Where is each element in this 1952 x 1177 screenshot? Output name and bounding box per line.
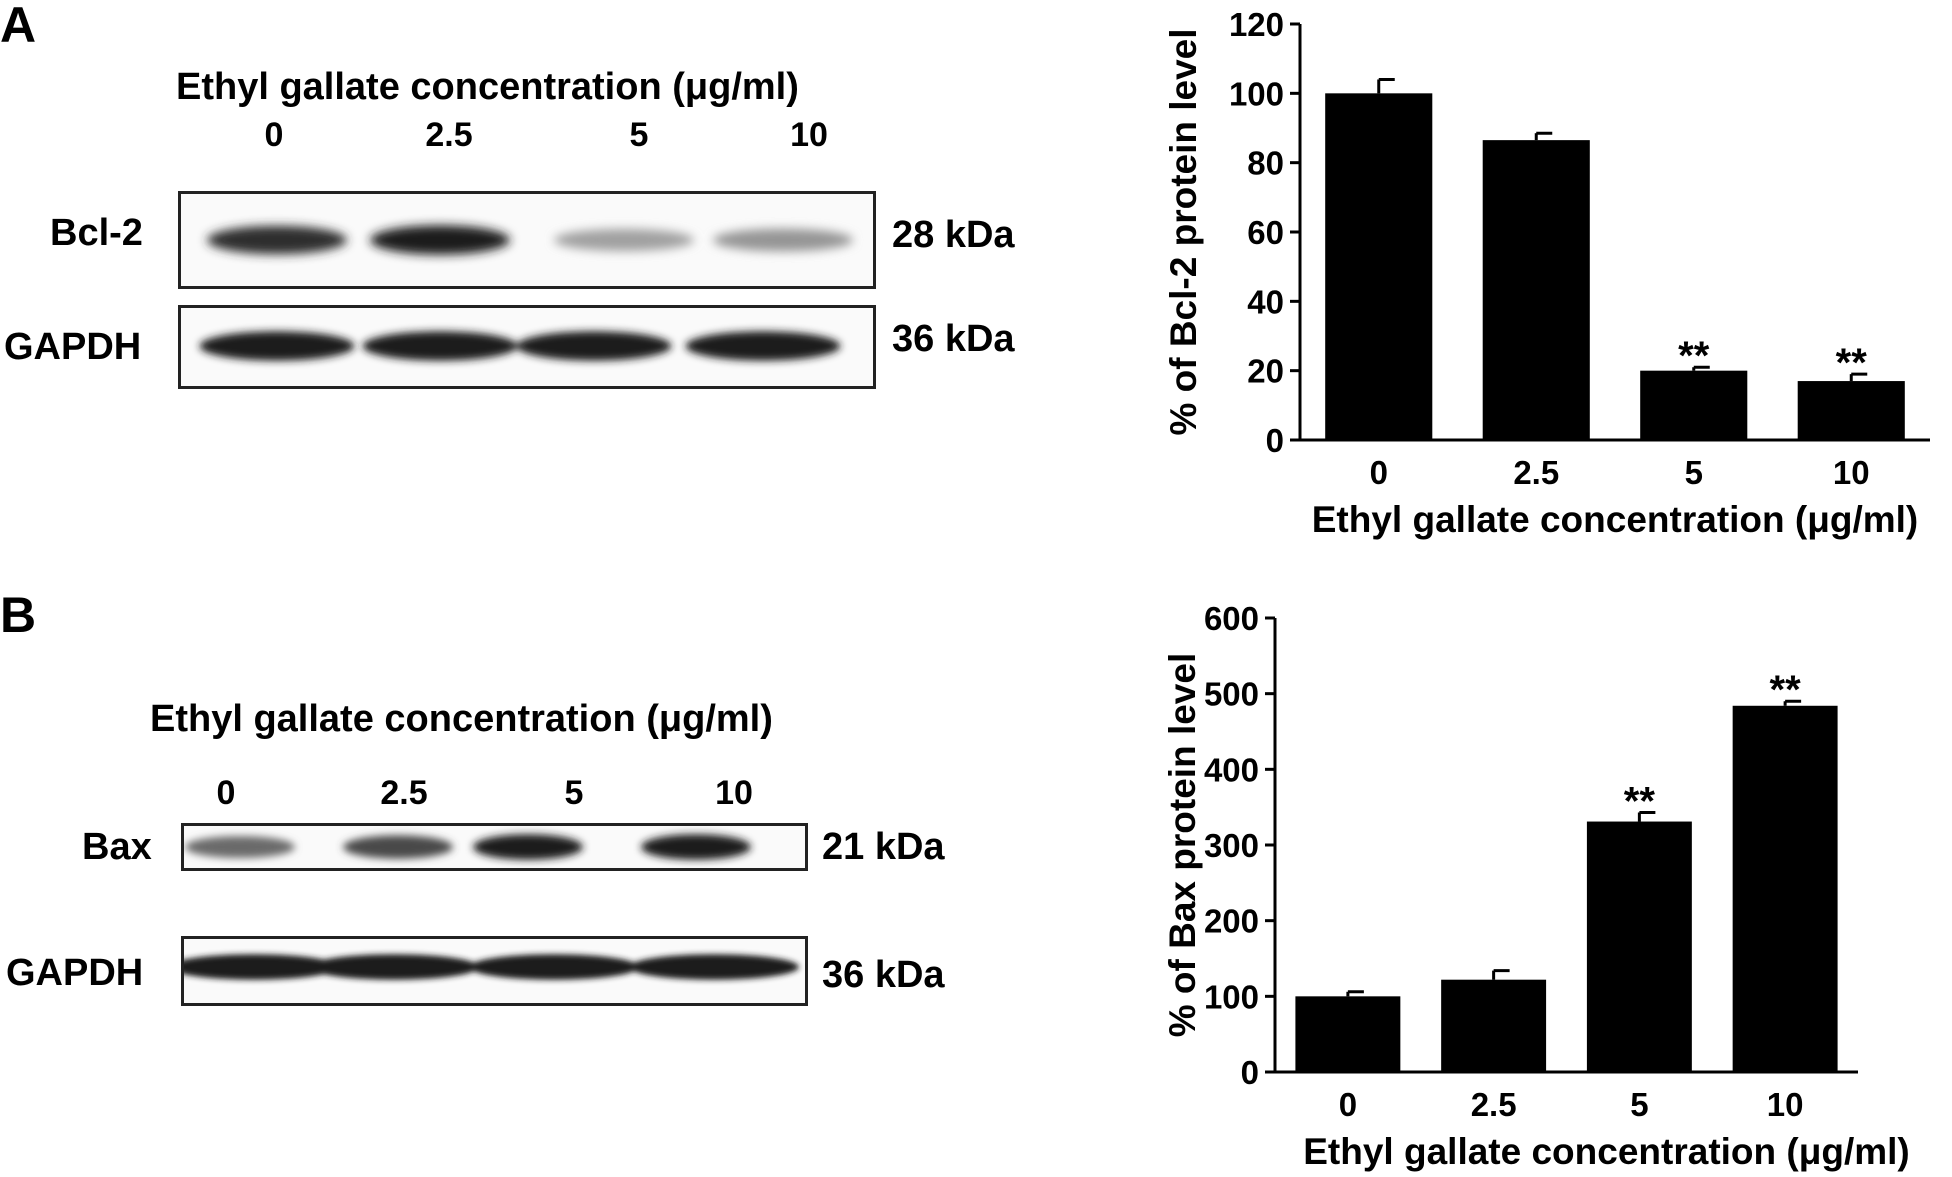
panel-b-blot-bax-bands (185, 834, 751, 860)
panel-b-chart-xtick-label-0: 0 (1339, 1086, 1357, 1123)
panel-b-chart-y-axis-label: % of Bax protein level (1162, 653, 1203, 1038)
panel-b-chart-bar-2 (1586, 821, 1692, 1072)
panel-a-chart-xtick-label-1: 2.5 (1513, 454, 1559, 491)
panel-b-kda-gapdh: 36 kDa (822, 954, 945, 996)
panel-b-blot-gapdh (181, 936, 808, 1006)
bandsA1-band-1 (370, 225, 510, 255)
panel-b-blot-title: Ethyl gallate concentration (μg/ml) (150, 698, 773, 740)
panel-b-letter: B (0, 587, 37, 643)
bandsA1-band-2 (554, 228, 694, 252)
bandsA2-band-1 (362, 331, 518, 361)
bandsB2-band-0 (184, 954, 339, 980)
panel-b-lane-1: 2.5 (380, 774, 428, 812)
panel-a-blot-title: Ethyl gallate concentration (μg/ml) (176, 66, 799, 108)
panel-a-bar-chart: 0 20 40 60 80 100 120 0 2.5 ** 5 ** 10 Ethyl gallate … (1163, 6, 1930, 540)
bandsB1-band-2 (473, 834, 583, 860)
panel-b-chart-bar-3 (1732, 705, 1838, 1072)
panel-b-chart-significance-2: ** (1624, 779, 1656, 823)
panel-b-chart-xtick-label-1: 2.5 (1471, 1086, 1517, 1123)
panel-b-chart-ytick-label-4: 400 (1204, 751, 1259, 788)
panel-a-chart-xtick-label-2: 5 (1685, 454, 1703, 491)
panel-a-chart-x-axis-label: Ethyl gallate concentration (μg/ml) (1312, 499, 1919, 540)
panel-a-lane-1: 2.5 (425, 116, 473, 154)
bandsB1-band-3 (641, 834, 751, 860)
panel-a-chart-ytick-label-1: 20 (1247, 353, 1284, 390)
panel-a-lane-3: 10 (790, 116, 828, 154)
panel-b-chart-x-axis-label: Ethyl gallate concentration (μg/ml) (1303, 1131, 1910, 1172)
panel-b-chart-bar-1 (1441, 979, 1547, 1072)
bandsB2-band-3 (629, 954, 799, 980)
panel-a-chart-ytick-label-5: 100 (1229, 75, 1284, 112)
panel-a-chart-bar-1 (1482, 140, 1590, 440)
panel-a-lane-2: 5 (629, 116, 649, 154)
panel-b-lane-0: 0 (216, 774, 236, 812)
panel-b-blot-bax (181, 823, 808, 871)
panel-a-chart-bar-0 (1325, 93, 1433, 440)
panel-b-lane-2: 5 (564, 774, 584, 812)
bandsB1-band-1 (343, 835, 453, 859)
bandsA1-band-3 (713, 228, 853, 252)
panel-a-chart-significance-3: ** (1836, 341, 1868, 385)
panel-b-lane-3: 10 (715, 774, 753, 812)
panel-b-chart-ytick-label-6: 600 (1204, 600, 1259, 637)
panel-b-chart-ytick-label-2: 200 (1204, 903, 1259, 940)
panel-b-chart-ytick-label-1: 100 (1204, 978, 1259, 1015)
panel-b-chart-bar-0 (1295, 996, 1401, 1072)
panel-a-chart-ytick-label-3: 60 (1247, 214, 1284, 251)
panel-a-kda-bcl2: 28 kDa (892, 214, 1015, 256)
panel-a-chart-y-axis-label: % of Bcl-2 protein level (1163, 28, 1204, 435)
panel-b-kda-bax: 21 kDa (822, 826, 945, 868)
bandsA1-band-0 (207, 225, 347, 255)
panel-a-chart-xtick-label-0: 0 (1370, 454, 1388, 491)
bandsA2-band-0 (199, 331, 355, 361)
bandsA2-band-2 (516, 331, 672, 361)
panel-a-chart-xtick-label-3: 10 (1833, 454, 1870, 491)
bandsB2-band-2 (469, 954, 639, 980)
panel-b-chart-ytick-label-0: 0 (1241, 1054, 1259, 1091)
panel-b-chart-ytick-label-3: 300 (1204, 827, 1259, 864)
panel-b-chart-ytick-label-5: 500 (1204, 676, 1259, 713)
panel-b-row-label-bax: Bax (82, 826, 152, 868)
panel-a-kda-gapdh: 36 kDa (892, 318, 1015, 360)
panel-b-row-label-gapdh: GAPDH (6, 952, 144, 994)
bandsA2-band-3 (685, 331, 841, 361)
panel-a-blot-bcl2 (178, 191, 876, 289)
panel-b-chart-xtick-label-2: 5 (1630, 1086, 1648, 1123)
panel-a-blot-gapdh-bands (199, 331, 841, 361)
panel-a-blot-bcl2-bands (207, 225, 853, 255)
panel-a-chart-ytick-label-6: 120 (1229, 6, 1284, 43)
panel-b-chart-significance-3: ** (1770, 668, 1802, 712)
panel-b-chart-xtick-label-3: 10 (1767, 1086, 1804, 1123)
panel-a-blot-gapdh (178, 305, 876, 389)
panel-a-chart-bar-3 (1797, 381, 1905, 440)
panel-a-chart-ytick-label-0: 0 (1266, 422, 1284, 459)
panel-b-bar-chart: 0 100 200 300 400 500 600 0 2.5 ** 5 ** 10 Ethyl gall… (1162, 600, 1910, 1172)
panel-a-chart-bar-2 (1640, 370, 1748, 440)
panel-a-lane-0: 0 (264, 116, 284, 154)
panel-a-chart-significance-2: ** (1678, 334, 1710, 378)
panel-a-chart-ytick-label-4: 80 (1247, 145, 1284, 182)
panel-a-chart-ytick-label-2: 40 (1247, 283, 1284, 320)
panel-a-row-label-bcl2: Bcl-2 (50, 212, 143, 254)
panel-b-blot-gapdh-bands (184, 954, 799, 980)
bandsB1-band-0 (185, 836, 295, 858)
panel-a-row-label-gapdh: GAPDH (4, 326, 142, 368)
bandsB2-band-1 (309, 954, 479, 980)
panel-a-letter: A (0, 0, 37, 53)
